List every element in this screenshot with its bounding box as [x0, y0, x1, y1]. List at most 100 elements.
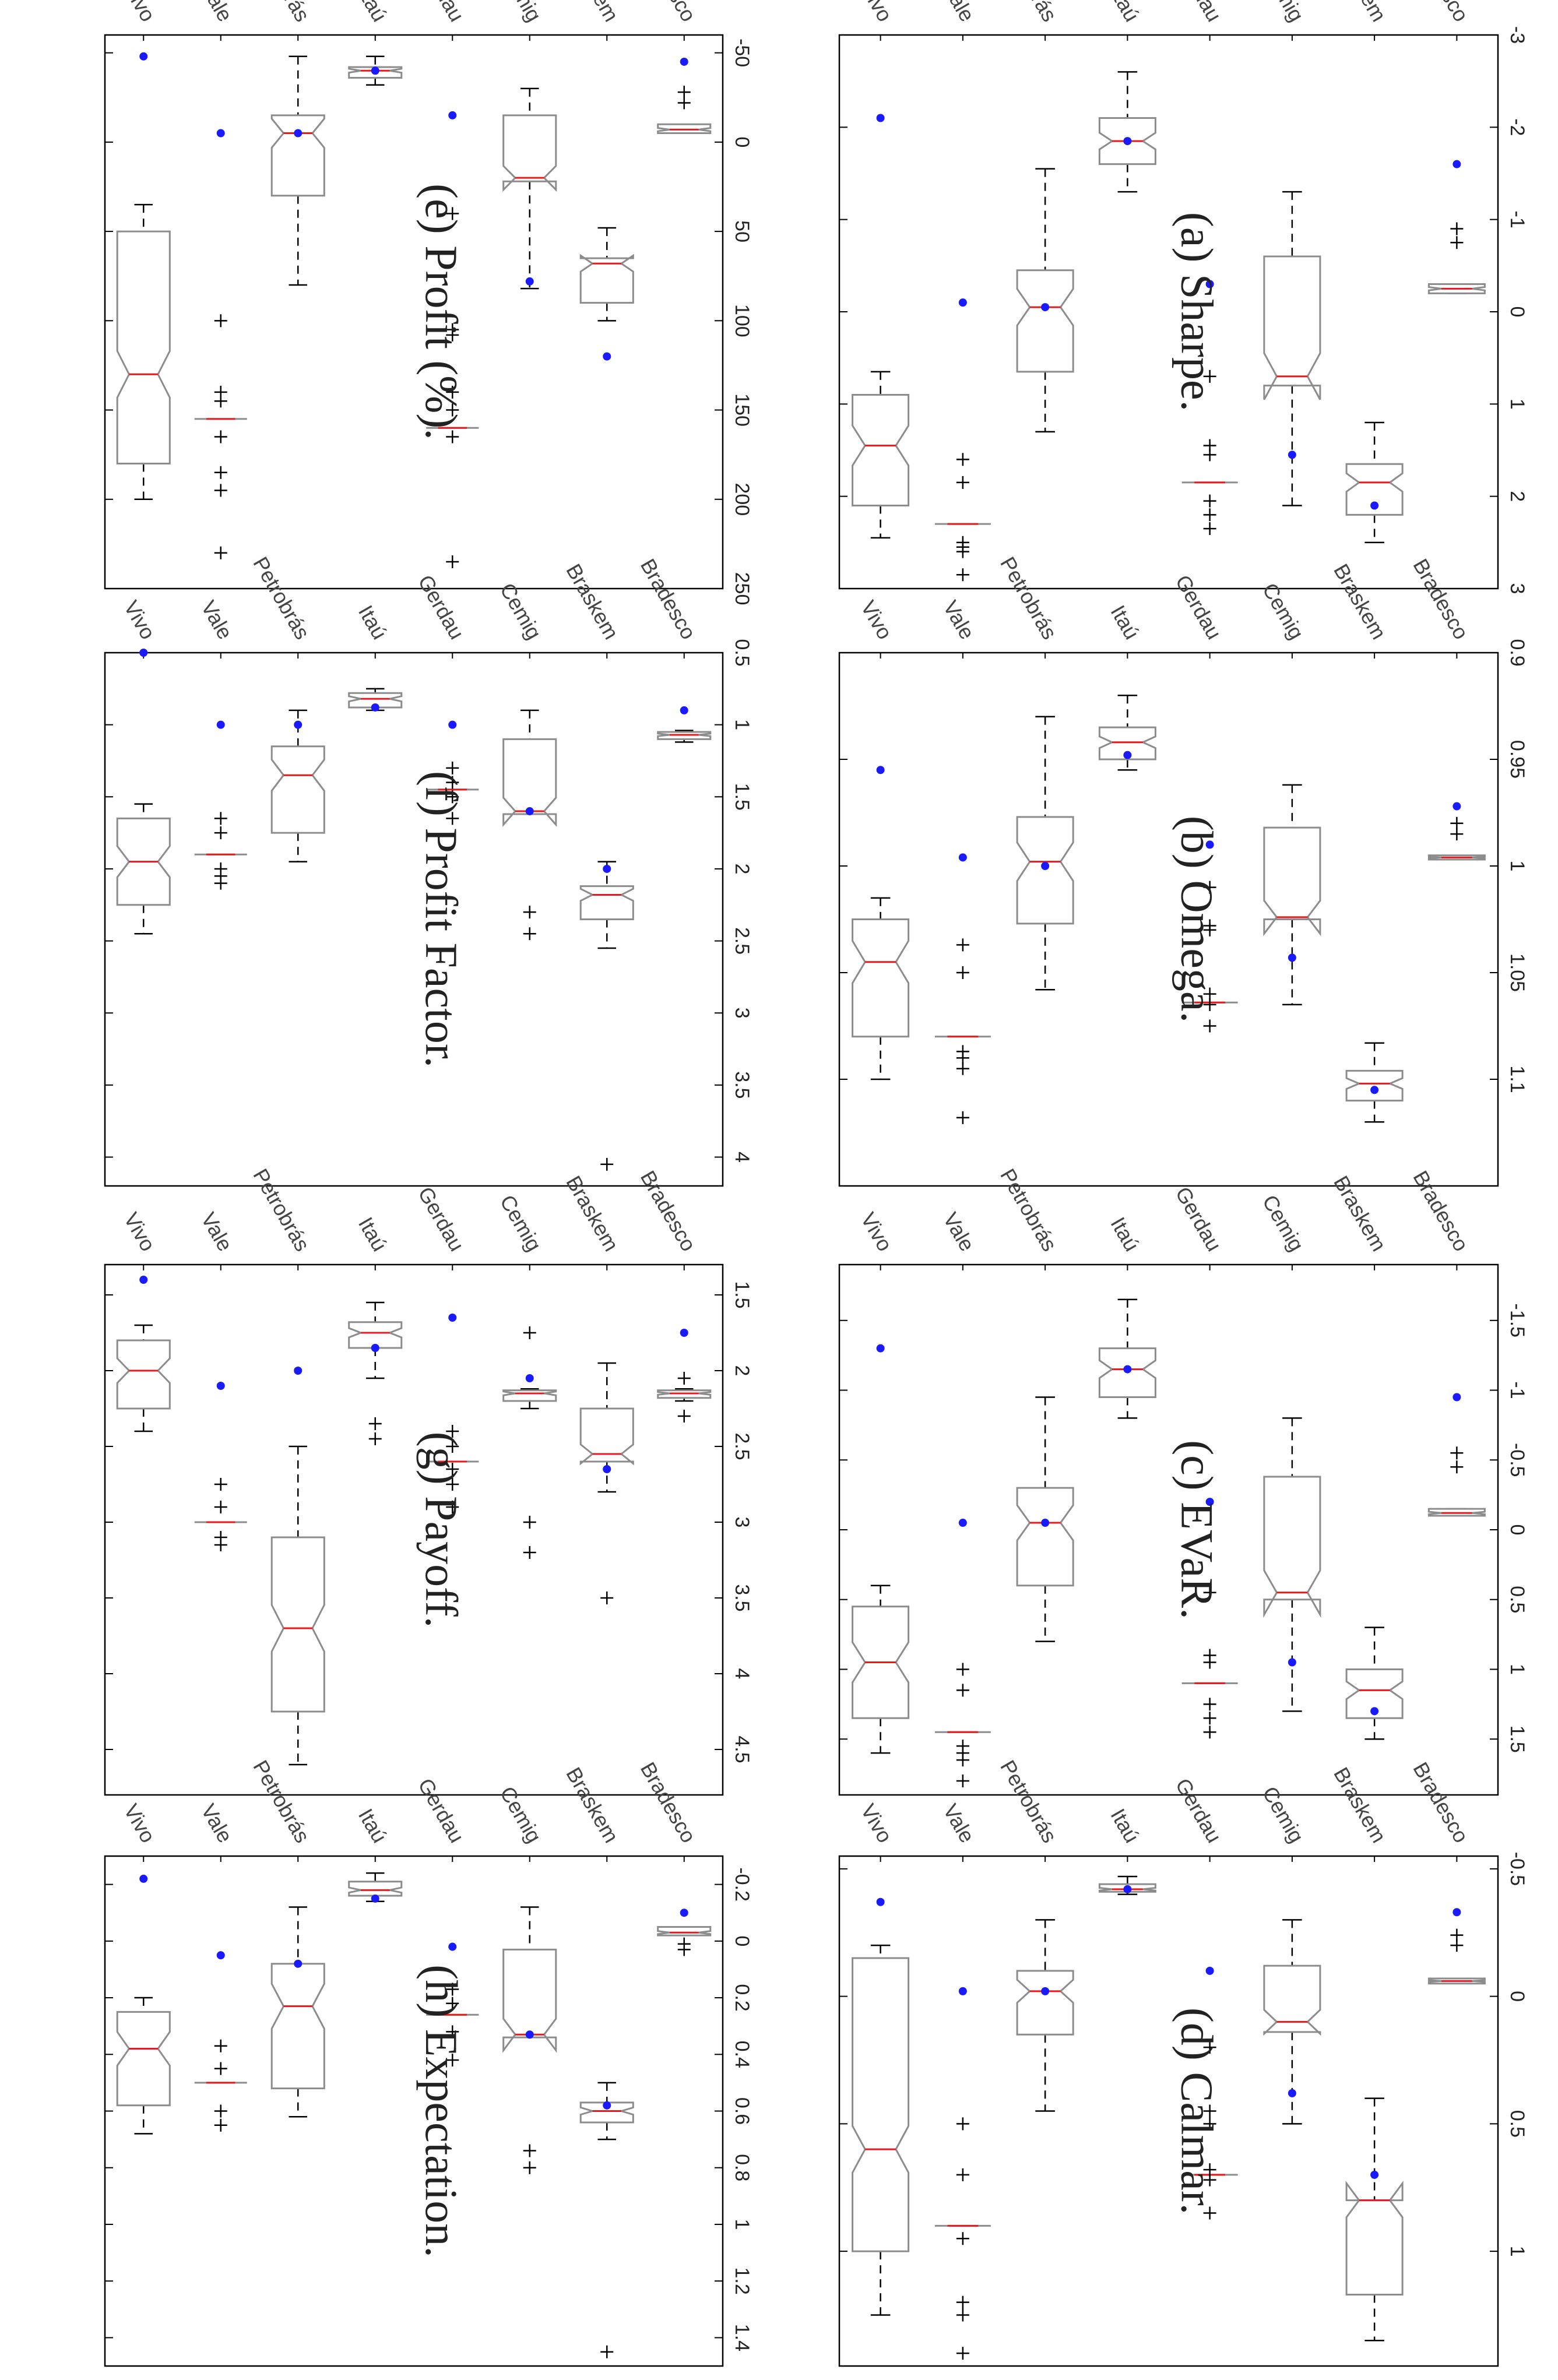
category-label: Petrobrás: [996, 552, 1062, 643]
tick-label: -3: [1506, 26, 1528, 44]
box-braskem: [579, 2082, 634, 2358]
outlier-marker: [523, 1326, 536, 1339]
mean-marker: [1370, 501, 1379, 510]
outlier-marker: [1203, 2173, 1216, 2187]
panel-caption: (a) Sharpe.: [1172, 212, 1223, 411]
outlier-marker: [1450, 1460, 1464, 1474]
outlier-marker: [446, 430, 459, 443]
box-body: [1345, 463, 1404, 516]
outlier-marker: [446, 2054, 459, 2066]
category-label: Bradesco: [636, 0, 701, 26]
panel-2: 0.90.9511.051.1BradescoBraskemCemigGerda…: [838, 552, 1528, 1187]
category-label: Cemig: [495, 0, 547, 26]
panel-1: -3 -2 -1 0 1 2 3 Bradesco Braskem Cemig Gerdau Itaú…: [838, 0, 1528, 594]
tick-label: 50: [731, 220, 753, 242]
outlier-marker: [214, 1501, 227, 1513]
box-bradesco: [1427, 1393, 1486, 1517]
tick-label: 0.8: [731, 2154, 753, 2181]
outlier-marker: [956, 545, 969, 558]
tick-label: 0.5: [1506, 1586, 1528, 1613]
box-vale: [194, 1382, 247, 1551]
outlier-marker: [956, 938, 969, 952]
outlier-marker: [214, 876, 227, 890]
box-body: [579, 2101, 634, 2124]
category-label: Petrobrás: [248, 1756, 315, 1847]
tick-label: -1: [1506, 1381, 1528, 1399]
outlier-marker: [446, 1478, 459, 1491]
mean-marker: [1123, 751, 1132, 759]
tick-label: -1.5: [1506, 1303, 1528, 1337]
category-label: Vale: [196, 1208, 237, 1255]
category-label: Vivo: [856, 0, 897, 26]
tick-label: 1.4: [731, 2324, 753, 2351]
category-label: Bradesco: [636, 555, 701, 643]
category-label: Cemig: [1258, 1191, 1309, 1255]
box-bradesco: [1427, 1908, 1486, 1985]
tick-label: -1: [1506, 211, 1528, 228]
box-body: [348, 1881, 403, 1897]
mean-marker: [1123, 1885, 1132, 1893]
box-braskem: [1345, 421, 1404, 544]
mean-marker: [139, 1276, 148, 1284]
box-braskem: [1345, 1626, 1404, 1740]
panel-5: -50 0 50 100 150 200 250 Bradesco Braskem Cemig Ge…: [104, 0, 753, 605]
outlier-marker: [1203, 369, 1216, 383]
box-body: [1345, 1668, 1404, 1719]
category-label: Gerdau: [1171, 1775, 1227, 1847]
outlier-marker: [1203, 494, 1216, 508]
box-body: [502, 1389, 557, 1402]
mean-marker: [1453, 1908, 1461, 1917]
outlier-marker: [214, 2039, 227, 2052]
outlier-marker: [956, 966, 969, 979]
box-body: [502, 114, 557, 192]
box-cemig: [1263, 784, 1321, 1006]
box-vivo: [116, 52, 171, 501]
mean-marker: [1123, 137, 1132, 146]
category-label: Braskem: [561, 1171, 624, 1255]
outlier-marker: [956, 2308, 969, 2322]
outlier-marker: [1203, 508, 1216, 522]
category-label: Gerdau: [1171, 571, 1227, 643]
mean-marker: [525, 807, 534, 816]
box-gerdau: [1181, 1498, 1238, 1739]
category-label: Braskem: [561, 559, 624, 643]
mean-marker: [371, 1894, 379, 1903]
outlier-marker: [214, 484, 227, 497]
category-label: Braskem: [1329, 559, 1391, 643]
plot-frame: [104, 652, 724, 1187]
outlier-marker: [956, 476, 969, 489]
box-petrobrás: [1016, 1919, 1074, 2112]
box-bradesco: [657, 706, 712, 743]
box-cemig: [1263, 1417, 1321, 1712]
tick-label: 1: [1506, 399, 1528, 410]
tick-label: 2.5: [731, 1432, 753, 1460]
box-body: [657, 123, 712, 135]
category-label: Gerdau: [413, 1775, 469, 1847]
panel-caption: (d) Calmar.: [1172, 2008, 1223, 2214]
box-itaú: [1098, 694, 1156, 771]
outlier-marker: [446, 385, 459, 399]
tick-label: 0: [1506, 1525, 1528, 1536]
outlier-marker: [214, 395, 227, 408]
outlier-marker: [446, 790, 459, 804]
mean-marker: [680, 1329, 688, 1337]
outlier-marker: [214, 1478, 227, 1491]
category-label: Petrobrás: [248, 552, 315, 643]
tick-label: 1.5: [731, 783, 753, 811]
outlier-marker: [677, 1943, 691, 1956]
mean-marker: [680, 1909, 688, 1917]
box-petrobrás: [270, 709, 325, 862]
tick-label: 250: [731, 572, 753, 605]
category-label: Itaú: [354, 1213, 392, 1255]
box-body: [270, 1963, 325, 2090]
plot-frame: [838, 1855, 1499, 2367]
category-label: Vivo: [119, 596, 160, 643]
category-label: Gerdau: [413, 0, 469, 26]
tick-label: 3.5: [731, 1071, 753, 1099]
mean-marker: [958, 1519, 967, 1527]
category-label: Cemig: [1258, 1782, 1309, 1847]
box-braskem: [1345, 2097, 1404, 2342]
outlier-marker: [214, 546, 227, 559]
outlier-marker: [956, 453, 969, 466]
outlier-marker: [1203, 998, 1216, 1011]
